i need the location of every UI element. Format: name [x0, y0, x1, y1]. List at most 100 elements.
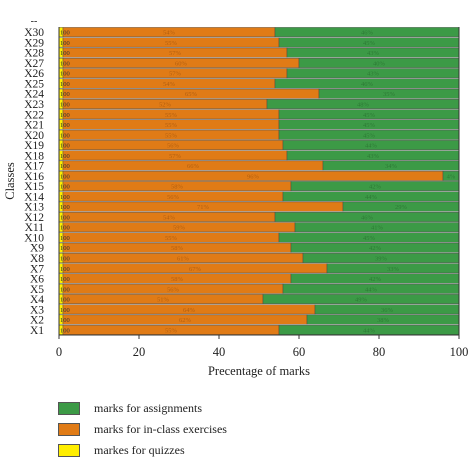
- assignment-value-label: 45%: [363, 122, 376, 129]
- legend-swatch-quizzes: [58, 444, 80, 457]
- assignment-value-label: 45%: [363, 112, 376, 119]
- quiz-value-label: 100: [60, 132, 70, 139]
- quiz-value-label: 100: [60, 194, 70, 201]
- x-tick-label: 40: [213, 345, 226, 359]
- y-tick-label: X6: [30, 274, 44, 286]
- assignment-value-label: 44%: [365, 143, 378, 150]
- y-tick-label: X16: [24, 171, 44, 183]
- in-class-value-label: 58%: [171, 245, 184, 252]
- in-class-value-label: 58%: [171, 276, 184, 283]
- quiz-value-label: 100: [60, 286, 70, 293]
- quiz-value-label: 100: [60, 122, 70, 129]
- quiz-value-label: 100: [60, 184, 70, 191]
- in-class-value-label: 58%: [171, 184, 184, 191]
- in-class-value-label: 66%: [187, 163, 200, 170]
- quiz-value-label: 100: [60, 245, 70, 252]
- y-tick-label: X22: [24, 109, 44, 121]
- quiz-value-label: 100: [60, 91, 70, 98]
- assignment-value-label: 43%: [367, 153, 380, 160]
- x-tick-label: 20: [133, 345, 146, 359]
- assignment-value-label: 46%: [361, 30, 374, 37]
- y-tick-label: X1: [30, 325, 44, 337]
- assignment-value-label: 33%: [387, 266, 400, 273]
- x-axis-label: Precentage of marks: [208, 364, 310, 378]
- legend-label-assignments: marks for assignments: [94, 401, 202, 415]
- in-class-value-label: 51%: [157, 297, 170, 304]
- assignment-value-label: 36%: [381, 307, 394, 314]
- in-class-value-label: 96%: [247, 173, 260, 180]
- in-class-value-label: 67%: [189, 266, 202, 273]
- legend-swatch-in-class: [58, 423, 80, 436]
- legend-label-in-class: marks for in-class exercises: [94, 422, 227, 436]
- y-tick-label: X24: [24, 89, 44, 101]
- quiz-value-label: 100: [60, 327, 70, 334]
- quiz-value-label: 100: [60, 30, 70, 37]
- assignment-value-label: 35%: [383, 91, 396, 98]
- y-tick-label: X30: [24, 27, 44, 39]
- in-class-value-label: 59%: [173, 225, 186, 232]
- in-class-value-label: 55%: [165, 40, 178, 47]
- y-tick-label: X14: [24, 191, 44, 203]
- in-class-value-label: 57%: [169, 71, 182, 78]
- y-axis-label: Classes: [3, 162, 17, 200]
- y-tick-label: X8: [30, 253, 44, 265]
- assignment-value-label: 44%: [365, 194, 378, 201]
- assignment-value-label: 45%: [363, 40, 376, 47]
- quiz-value-label: 100: [60, 297, 70, 304]
- y-tick-label: X5: [30, 284, 44, 296]
- quiz-value-label: 100: [60, 307, 70, 314]
- in-class-value-label: 61%: [177, 256, 190, 263]
- bars-group: 100 55% 44% 100 62% 38% 100 64% 36% 100 51% 49% 100 5…: [58, 27, 460, 335]
- y-tick-label: X12: [24, 212, 44, 224]
- legend: marks for assignments marks for in-class…: [58, 398, 358, 461]
- y-tick-label: X18: [24, 150, 44, 162]
- in-class-value-label: 55%: [165, 235, 178, 242]
- assignment-value-label: 29%: [395, 204, 408, 211]
- assignment-value-label: 40%: [373, 60, 386, 67]
- in-class-value-label: 56%: [167, 143, 180, 150]
- x-tick-label: 100: [450, 345, 469, 359]
- top-label: --: [31, 16, 38, 27]
- assignment-value-label: 43%: [367, 71, 380, 78]
- axes-group: X1X2X3X4X5X6X7X8X9X10X11X12X13X14X15X16X…: [3, 16, 468, 378]
- assignment-value-label: 46%: [361, 214, 374, 221]
- quiz-value-label: 100: [60, 256, 70, 263]
- quiz-value-label: 100: [60, 173, 70, 180]
- quiz-value-label: 100: [60, 276, 70, 283]
- y-tick-label: X15: [24, 181, 44, 193]
- in-class-value-label: 55%: [165, 327, 178, 334]
- quiz-value-label: 100: [60, 40, 70, 47]
- assignment-value-label: 49%: [355, 297, 368, 304]
- y-tick-label: X11: [25, 222, 45, 234]
- in-class-value-label: 55%: [165, 132, 178, 139]
- y-tick-label: X29: [24, 37, 44, 49]
- in-class-value-label: 54%: [163, 214, 176, 221]
- in-class-value-label: 52%: [159, 102, 172, 109]
- assignment-value-label: 44%: [365, 286, 378, 293]
- legend-item-in-class: marks for in-class exercises: [58, 419, 358, 440]
- in-class-value-label: 57%: [169, 50, 182, 57]
- assignment-value-label: 38%: [377, 317, 390, 324]
- legend-label-quizzes: markes for quizzes: [94, 443, 185, 457]
- in-class-value-label: 71%: [197, 204, 210, 211]
- assignment-value-label: 45%: [363, 132, 376, 139]
- in-class-value-label: 55%: [165, 122, 178, 129]
- in-class-value-label: 65%: [185, 91, 198, 98]
- y-tick-label: X17: [24, 161, 44, 173]
- assignment-value-label: 43%: [367, 50, 380, 57]
- y-tick-label: X4: [30, 294, 44, 306]
- x-tick-label: 60: [293, 345, 306, 359]
- legend-item-assignments: marks for assignments: [58, 398, 358, 419]
- y-tick-label: X3: [30, 304, 44, 316]
- in-class-value-label: 56%: [167, 286, 180, 293]
- y-tick-label: X13: [24, 202, 44, 214]
- legend-item-quizzes: markes for quizzes: [58, 440, 358, 461]
- quiz-value-label: 100: [60, 50, 70, 57]
- y-tick-label: X19: [24, 140, 44, 152]
- assignment-value-label: 48%: [357, 102, 370, 109]
- quiz-value-label: 100: [60, 235, 70, 242]
- y-tick-label: X9: [30, 243, 44, 255]
- quiz-value-label: 100: [60, 214, 70, 221]
- y-tick-label: X20: [24, 130, 44, 142]
- in-class-value-label: 56%: [167, 194, 180, 201]
